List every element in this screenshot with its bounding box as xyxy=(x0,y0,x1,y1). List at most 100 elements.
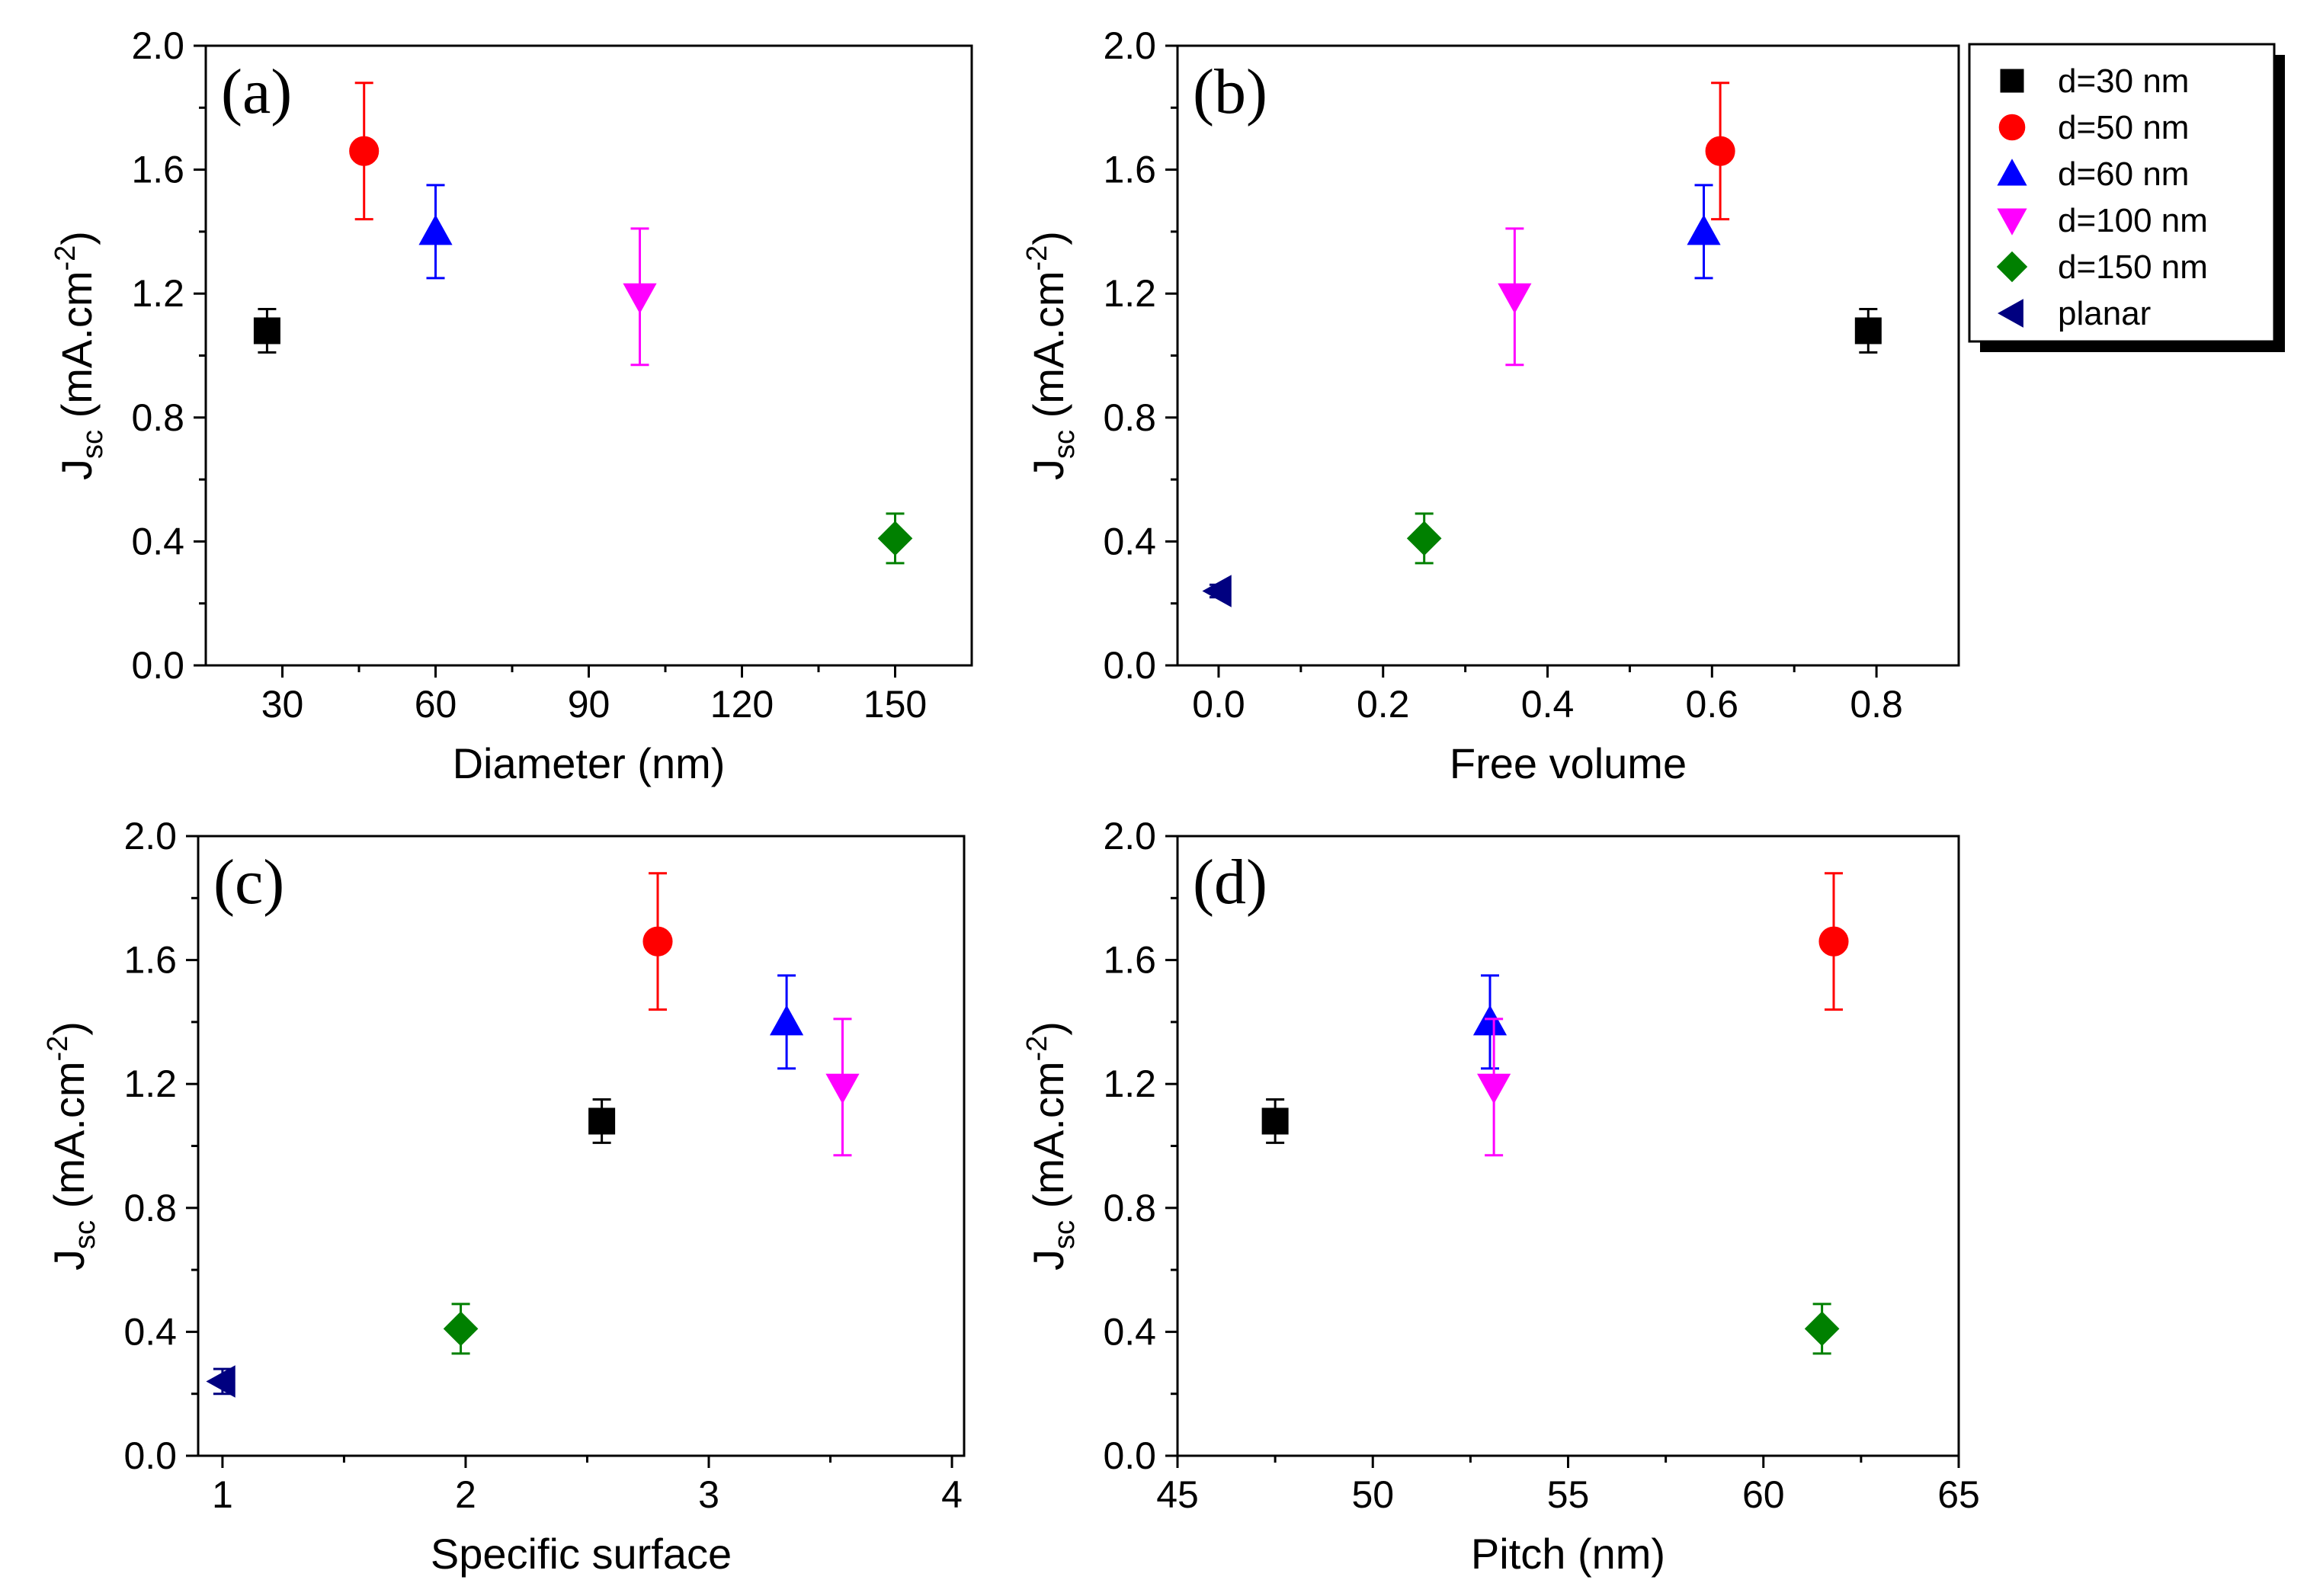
y-label-superscript: -2 xyxy=(1021,245,1053,271)
y-tick-label: 1.2 xyxy=(1103,1062,1156,1105)
y-tick-label: 0.4 xyxy=(1103,520,1156,562)
y-label-main: J xyxy=(45,1249,93,1271)
y-tick-label: 0.0 xyxy=(1103,644,1156,687)
x-tick-label: 0.4 xyxy=(1521,683,1575,726)
data-point-d60 xyxy=(1472,974,1508,1070)
legend-entry-d50: d=50 nm xyxy=(1998,109,2189,146)
panel-label: (a) xyxy=(221,56,292,127)
marker-d100 xyxy=(623,283,657,314)
legend-entry-d150: d=150 nm xyxy=(1996,248,2208,286)
y-label-unit: (mA.cm xyxy=(53,271,101,430)
marker-d60 xyxy=(1472,1005,1508,1036)
x-tick-label: 60 xyxy=(415,683,457,726)
marker-d50 xyxy=(1818,926,1849,957)
panel-label: (c) xyxy=(213,847,284,918)
y-tick-label: 0.4 xyxy=(131,520,184,562)
y-tick-label: 0.8 xyxy=(1103,396,1156,439)
y-label-unit: (mA.cm xyxy=(1024,271,1072,430)
legend-frame xyxy=(1968,43,2276,343)
data-point-d50 xyxy=(1818,872,1849,1011)
y-tick-label: 0.8 xyxy=(131,396,184,439)
plot-frame xyxy=(204,44,973,667)
data-point-d100 xyxy=(1498,227,1532,367)
legend-marker-d60 xyxy=(1997,159,2027,186)
data-point-d100 xyxy=(825,1018,860,1157)
legend-label: d=100 nm xyxy=(2058,202,2208,239)
y-tick-label: 1.6 xyxy=(131,149,184,191)
y-tick-label: 1.6 xyxy=(1103,939,1156,982)
data-point-d30 xyxy=(1854,308,1882,354)
data-point-d30 xyxy=(588,1098,616,1144)
x-axis-label: Free volume xyxy=(1450,739,1687,787)
x-tick-label: 50 xyxy=(1351,1473,1394,1516)
y-label-unit: (mA.cm xyxy=(45,1062,93,1220)
data-point-d60 xyxy=(1687,184,1721,280)
y-label-main: J xyxy=(1024,459,1072,480)
x-tick-label: 60 xyxy=(1742,1473,1785,1516)
x-tick-label: 45 xyxy=(1156,1473,1199,1516)
marker-d150 xyxy=(443,1311,479,1347)
data-point-d50 xyxy=(642,872,673,1011)
y-tick-label: 0.0 xyxy=(1103,1434,1156,1477)
y-label-close: ) xyxy=(45,1021,93,1036)
y-axis-label: Jsc (mA.cm-2) xyxy=(42,1021,101,1271)
x-tick-label: 90 xyxy=(568,683,610,726)
marker-d30 xyxy=(1261,1107,1289,1135)
y-tick-label: 0.0 xyxy=(123,1434,177,1477)
legend-label: d=150 nm xyxy=(2058,248,2208,286)
data-point-d100 xyxy=(1477,1018,1511,1157)
marker-d100 xyxy=(1477,1073,1511,1104)
data-point-planar xyxy=(1202,575,1232,607)
y-tick-label: 1.2 xyxy=(1103,272,1156,315)
marker-d50 xyxy=(642,926,673,957)
panel-a: 0.0 0.4 0.8 1.2 1.6 2.0 30 60 90 120 150 Diameter (… xyxy=(50,24,973,787)
data-point-d30 xyxy=(253,308,280,354)
plot-frame xyxy=(1176,44,1960,667)
y-tick-label: 2.0 xyxy=(1103,24,1156,67)
marker-d50 xyxy=(349,136,380,166)
x-tick-label: 150 xyxy=(864,683,927,726)
legend-marker-d30 xyxy=(2000,69,2024,93)
y-tick-label: 2.0 xyxy=(131,24,184,67)
x-tick-label: 65 xyxy=(1937,1473,1980,1516)
legend-label: planar xyxy=(2058,295,2151,332)
y-label-subscript: sc xyxy=(1049,430,1081,459)
y-tick-label: 2.0 xyxy=(1103,815,1156,857)
legend-marker-d50 xyxy=(1998,114,2026,141)
data-point-planar xyxy=(206,1365,236,1398)
panel-c: 0.0 0.4 0.8 1.2 1.6 2.0 1 2 3 4 Specific surface Js… xyxy=(42,815,966,1578)
x-tick-label: 55 xyxy=(1547,1473,1590,1516)
legend-entry-d30: d=30 nm xyxy=(2000,62,2189,100)
x-tick-label: 0.0 xyxy=(1192,683,1245,726)
data-point-d150 xyxy=(443,1303,479,1355)
y-label-superscript: -2 xyxy=(50,245,82,271)
marker-d150 xyxy=(877,521,913,556)
y-tick-label: 0.8 xyxy=(1103,1187,1156,1229)
data-point-d30 xyxy=(1261,1098,1289,1144)
marker-d30 xyxy=(588,1107,616,1135)
x-axis-label: Specific surface xyxy=(431,1530,732,1578)
legend-marker-planar xyxy=(1997,299,2023,328)
data-point-d150 xyxy=(1804,1303,1840,1355)
legend-entry-d60: d=60 nm xyxy=(1997,155,2189,193)
data-point-d100 xyxy=(623,227,657,367)
marker-d150 xyxy=(1406,521,1442,556)
y-tick-label: 2.0 xyxy=(123,815,177,857)
y-tick-label: 1.2 xyxy=(123,1062,177,1105)
x-axis-label: Diameter (nm) xyxy=(453,739,726,787)
y-label-close: ) xyxy=(1024,231,1072,245)
panel-d: 0.0 0.4 0.8 1.2 1.6 2.0 45 50 55 60 65 Pitch (nm) Js… xyxy=(1021,815,1980,1578)
marker-d60 xyxy=(769,1005,804,1036)
legend-entry-planar: planar xyxy=(1997,295,2151,332)
x-tick-label: 0.2 xyxy=(1357,683,1410,726)
legend-entry-d100: d=100 nm xyxy=(1997,202,2208,239)
legend: d=30 nm d=50 nm d=60 nm d=100 nm d=150 nm pla… xyxy=(1968,43,2285,352)
panel-b: 0.0 0.4 0.8 1.2 1.6 2.0 0.0 0.2 0.4 0.6 0.8 Free vo… xyxy=(1021,24,1960,787)
data-point-d60 xyxy=(418,184,453,280)
y-axis-label: Jsc (mA.cm-2) xyxy=(1021,231,1081,480)
y-label-close: ) xyxy=(1024,1021,1072,1036)
marker-d60 xyxy=(418,214,453,245)
legend-label: d=50 nm xyxy=(2058,109,2189,146)
marker-d50 xyxy=(1705,136,1735,166)
